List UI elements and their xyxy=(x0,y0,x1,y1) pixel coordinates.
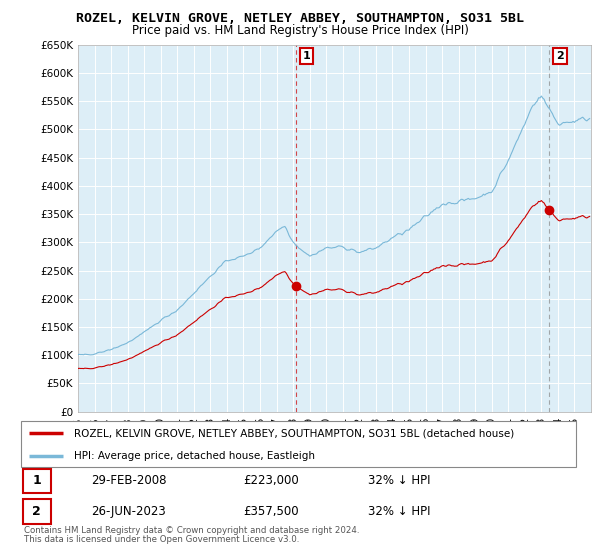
Text: 2: 2 xyxy=(556,51,564,61)
FancyBboxPatch shape xyxy=(21,421,577,466)
Text: Price paid vs. HM Land Registry's House Price Index (HPI): Price paid vs. HM Land Registry's House … xyxy=(131,24,469,36)
FancyBboxPatch shape xyxy=(23,500,51,524)
Text: 32% ↓ HPI: 32% ↓ HPI xyxy=(368,474,430,487)
Text: ROZEL, KELVIN GROVE, NETLEY ABBEY, SOUTHAMPTON, SO31 5BL: ROZEL, KELVIN GROVE, NETLEY ABBEY, SOUTH… xyxy=(76,12,524,25)
Text: 1: 1 xyxy=(32,474,41,487)
Text: 2: 2 xyxy=(32,505,41,518)
Text: HPI: Average price, detached house, Eastleigh: HPI: Average price, detached house, East… xyxy=(74,451,316,461)
Text: 29-FEB-2008: 29-FEB-2008 xyxy=(91,474,167,487)
Text: Contains HM Land Registry data © Crown copyright and database right 2024.: Contains HM Land Registry data © Crown c… xyxy=(24,526,359,535)
Text: 1: 1 xyxy=(302,51,310,61)
FancyBboxPatch shape xyxy=(23,469,51,493)
Text: ROZEL, KELVIN GROVE, NETLEY ABBEY, SOUTHAMPTON, SO31 5BL (detached house): ROZEL, KELVIN GROVE, NETLEY ABBEY, SOUTH… xyxy=(74,428,515,438)
Text: £223,000: £223,000 xyxy=(244,474,299,487)
Text: £357,500: £357,500 xyxy=(244,505,299,518)
Text: This data is licensed under the Open Government Licence v3.0.: This data is licensed under the Open Gov… xyxy=(24,535,299,544)
Text: 32% ↓ HPI: 32% ↓ HPI xyxy=(368,505,430,518)
Text: 26-JUN-2023: 26-JUN-2023 xyxy=(91,505,166,518)
